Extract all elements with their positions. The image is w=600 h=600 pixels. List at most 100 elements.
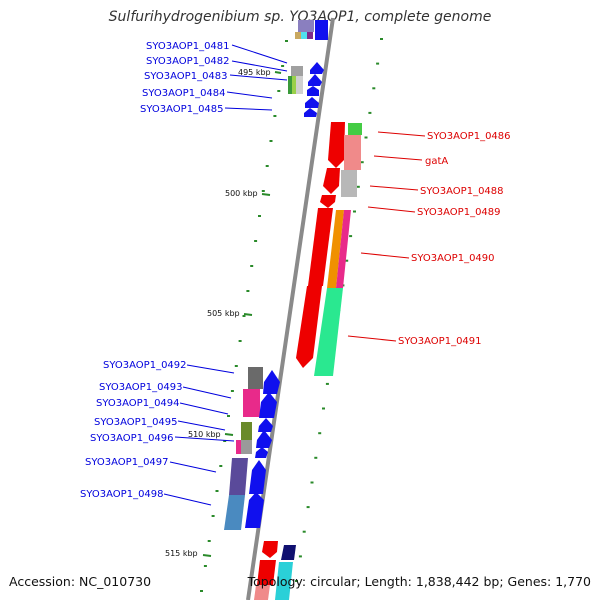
guide-dot	[200, 590, 203, 592]
gene-0498-arrow	[245, 492, 264, 528]
guide-dot	[234, 365, 238, 367]
gene-0494-arrow	[258, 418, 273, 432]
tick-500-kbp: 500 kbp	[225, 189, 258, 198]
gene-0492-strip	[248, 367, 263, 389]
guide-dot	[380, 38, 383, 40]
label-SYO3AOP1-0491: SYO3AOP1_0491	[398, 336, 482, 347]
tick-515-kbp: 515 kbp	[165, 549, 198, 558]
guide-dot	[211, 515, 215, 517]
guide-dot	[314, 456, 318, 459]
guide-dot	[325, 382, 329, 385]
gene-0481-strip	[291, 66, 303, 78]
label-SYO3AOP1-0481: SYO3AOP1_0481	[146, 41, 230, 52]
guide-dot	[265, 165, 269, 167]
label-SYO3AOP1-0489: SYO3AOP1_0489	[417, 207, 501, 218]
gene-block-0486-0491	[296, 122, 362, 376]
gene-0496-strip	[241, 440, 252, 454]
gene-0489-strip	[327, 210, 344, 288]
label-SYO3AOP1-0488: SYO3AOP1_0488	[420, 186, 504, 197]
guide-dot	[258, 215, 261, 217]
guide-dot	[356, 185, 360, 188]
gene-0488-strip	[341, 170, 357, 197]
gene-0498-strip	[224, 495, 245, 530]
gene-block-0481-0485	[288, 62, 324, 117]
guide-dot	[306, 506, 310, 509]
gene-0491-arrow	[296, 286, 322, 368]
reverse-gene-labels: SYO3AOP1_0486 gatA SYO3AOP1_0488 SYO3AOP…	[347, 131, 511, 347]
gene-0482-strip	[288, 76, 292, 94]
gene-0484-strip	[296, 76, 303, 94]
gene-0483-strip	[292, 76, 296, 94]
guide-dot	[227, 415, 230, 417]
gene-0493-arrow	[259, 392, 277, 418]
guide-dot	[353, 210, 356, 213]
guide-dot	[318, 432, 322, 435]
gene-0484-arrow	[305, 97, 319, 108]
gene-0481-arrow	[310, 62, 324, 74]
gene-gatA-strip	[344, 135, 361, 170]
bottom-gene-cluster	[254, 541, 296, 600]
guide-dot	[368, 111, 372, 114]
label-SYO3AOP1-0494: SYO3AOP1_0494	[96, 398, 180, 409]
guide-dot	[285, 40, 288, 42]
gene-0496-arrow	[255, 447, 268, 458]
label-SYO3AOP1-0497: SYO3AOP1_0497	[85, 457, 169, 468]
guide-dot	[219, 465, 223, 467]
guide-dot	[250, 265, 254, 267]
guide-dot	[215, 490, 219, 492]
gene-0482-arrow	[308, 74, 322, 86]
gene-0494-strip	[241, 422, 252, 440]
label-SYO3AOP1-0484: SYO3AOP1_0484	[142, 88, 226, 99]
guide-dot	[376, 62, 380, 65]
guide-dot	[310, 481, 314, 484]
guide-dot	[203, 565, 207, 567]
tick-495-kbp: 495 kbp	[238, 68, 271, 77]
gene-0490-strip	[336, 210, 351, 288]
label-SYO3AOP1-0490: SYO3AOP1_0490	[411, 253, 495, 264]
label-SYO3AOP1-0486: SYO3AOP1_0486	[427, 131, 511, 142]
guide-dot	[372, 87, 376, 90]
label-SYO3AOP1-0485: SYO3AOP1_0485	[140, 104, 224, 115]
gene-0488-arrow	[320, 195, 336, 208]
label-SYO3AOP1-0492: SYO3AOP1_0492	[103, 360, 187, 371]
label-SYO3AOP1-0493: SYO3AOP1_0493	[99, 382, 183, 393]
topology-text: Topology: circular; Length: 1,838,442 bp…	[247, 574, 591, 589]
guide-dot	[273, 115, 277, 117]
guide-dot	[269, 140, 273, 142]
tick-505-kbp: 505 kbp	[207, 309, 240, 318]
guide-dot	[246, 290, 250, 292]
guide-dot	[207, 540, 211, 542]
gene-0485-arrow	[304, 108, 317, 117]
guide-dot	[349, 235, 353, 238]
guide-dot	[298, 555, 302, 558]
gene-0495-strip	[236, 440, 241, 454]
label-SYO3AOP1-0483: SYO3AOP1_0483	[144, 71, 228, 82]
label-SYO3AOP1-0482: SYO3AOP1_0482	[146, 56, 230, 67]
gene-0497-arrow	[249, 460, 266, 494]
guide-dot	[360, 161, 364, 164]
label-SYO3AOP1-0496: SYO3AOP1_0496	[90, 433, 174, 444]
gene-0497-strip	[229, 458, 248, 495]
gene-block-0492-0498	[224, 367, 280, 530]
gene-0490-arrow	[308, 208, 333, 286]
map-title: Sulfurihydrogenibium sp. YO3AOP1, comple…	[108, 9, 492, 25]
guide-dot	[238, 340, 242, 342]
guide-dot	[223, 440, 227, 442]
guide-dot	[242, 315, 246, 317]
guide-dot	[261, 190, 265, 192]
gene-0483-arrow	[307, 86, 319, 96]
guide-dot	[302, 530, 306, 533]
guide-dot	[364, 136, 368, 139]
tick-510-kbp: 510 kbp	[188, 430, 221, 439]
gene-0491-strip	[314, 288, 343, 376]
gene-0492-arrow	[263, 370, 280, 394]
top-gene-cluster	[295, 20, 328, 40]
label-SYO3AOP1-0495: SYO3AOP1_0495	[94, 417, 178, 428]
forward-gene-labels: SYO3AOP1_0481 SYO3AOP1_0482 SYO3AOP1_048…	[80, 41, 288, 506]
gene-gatA-arrow	[323, 168, 340, 194]
guide-dot	[230, 390, 234, 392]
guide-dot	[254, 240, 258, 242]
guide-dot	[345, 259, 349, 262]
guide-dot	[322, 407, 325, 410]
